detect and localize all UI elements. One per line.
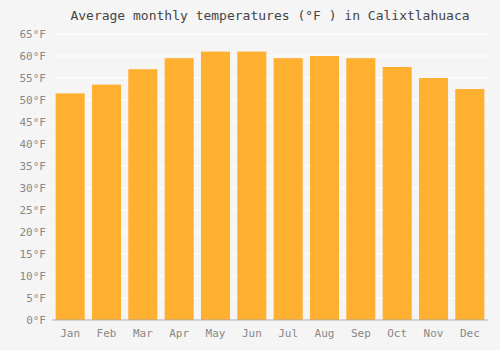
bars [56, 52, 485, 320]
y-tick-label: 55°F [20, 72, 47, 85]
x-tick-label: Nov [424, 327, 444, 340]
y-tick-label: 5°F [26, 292, 46, 305]
bar [455, 89, 484, 320]
y-tick-label: 10°F [20, 270, 47, 283]
grid-line [52, 320, 488, 321]
chart-container: Average monthly temperatures (°F ) in Ca… [0, 0, 500, 350]
x-tick-label: Sep [351, 327, 371, 340]
x-tick-label: Jan [60, 327, 80, 340]
y-tick-label: 0°F [26, 314, 46, 327]
bar [56, 93, 85, 320]
y-tick-label: 60°F [20, 50, 47, 63]
x-tick-label: Jul [278, 327, 298, 340]
chart: Average monthly temperatures (°F ) in Ca… [0, 0, 500, 350]
y-tick-label: 30°F [20, 182, 47, 195]
bar [274, 58, 303, 320]
bar [128, 69, 157, 320]
y-tick-label: 25°F [20, 204, 47, 217]
x-tick-label: Oct [387, 327, 407, 340]
y-tick-label: 40°F [20, 138, 47, 151]
background [0, 0, 500, 350]
grid [52, 34, 488, 320]
bar [165, 58, 194, 320]
bar [346, 58, 375, 320]
bar [92, 85, 121, 320]
bar [201, 52, 230, 320]
x-tick-label: Dec [460, 327, 480, 340]
grid-line [52, 56, 488, 57]
bar [383, 67, 412, 320]
y-tick-label: 35°F [20, 160, 47, 173]
y-tick-label: 65°F [20, 28, 47, 41]
x-tick-label: Aug [315, 327, 335, 340]
title: Average monthly temperatures (°F ) in Ca… [70, 8, 469, 23]
x-tick-label: May [206, 327, 226, 340]
x-tick-label: Apr [169, 327, 189, 340]
y-tick-label: 20°F [20, 226, 47, 239]
x-tick-label: Feb [97, 327, 117, 340]
x-axis-line [52, 320, 488, 321]
x-tick-label: Mar [133, 327, 153, 340]
y-tick-label: 45°F [20, 116, 47, 129]
y-tick-label: 50°F [20, 94, 47, 107]
bar [310, 56, 339, 320]
grid-line [52, 34, 488, 35]
bar [237, 52, 266, 320]
bar [419, 78, 448, 320]
y-tick-label: 15°F [20, 248, 47, 261]
x-tick-label: Jun [242, 327, 262, 340]
